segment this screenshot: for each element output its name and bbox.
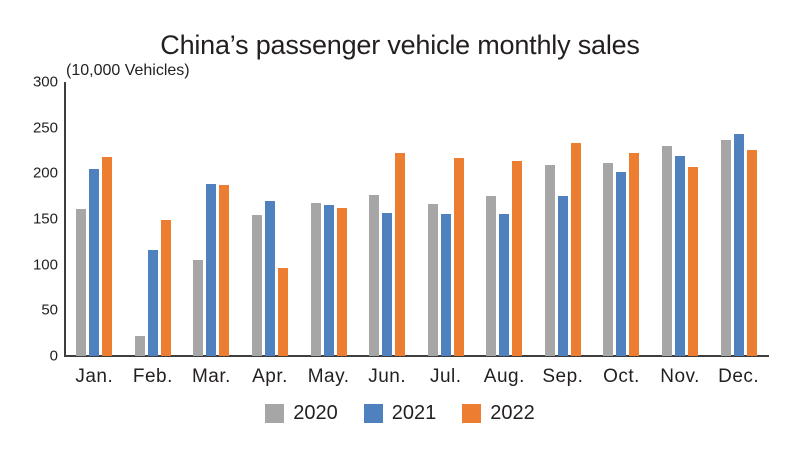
bar-2021-sep bbox=[557, 196, 568, 356]
bar-group-mar bbox=[182, 82, 241, 356]
bar-2022-jun bbox=[395, 153, 406, 356]
legend-swatch-2021 bbox=[363, 404, 383, 423]
y-tick-150: 150 bbox=[32, 210, 58, 228]
bar-2022-jan bbox=[102, 156, 113, 356]
x-label-jun: Jun. bbox=[368, 366, 407, 387]
bar-2022-aug bbox=[512, 161, 523, 356]
bar-group-jan bbox=[65, 82, 124, 356]
bar-2020-sep bbox=[544, 165, 555, 356]
bar-group-apr bbox=[241, 82, 300, 356]
y-tick-100: 100 bbox=[32, 256, 58, 274]
plot-area bbox=[65, 82, 768, 356]
x-label-oct: Oct. bbox=[603, 366, 640, 387]
legend-item-2021: 2021 bbox=[363, 402, 437, 425]
legend-label-2020: 2020 bbox=[293, 402, 338, 424]
legend-item-2022: 2022 bbox=[462, 402, 535, 425]
bar-group-sep bbox=[534, 82, 593, 356]
bar-2022-feb bbox=[160, 219, 171, 356]
x-label-nov: Nov. bbox=[660, 366, 700, 387]
x-label-aug: Aug. bbox=[483, 366, 525, 387]
chart-title: China’s passenger vehicle monthly sales bbox=[160, 30, 640, 60]
bar-2020-apr bbox=[252, 215, 263, 356]
bar-2021-jul bbox=[440, 214, 451, 356]
legend-swatch-2020 bbox=[265, 404, 285, 423]
bar-group-nov bbox=[651, 82, 710, 356]
bar-2020-oct bbox=[603, 163, 614, 356]
bar-2020-nov bbox=[662, 145, 673, 356]
bar-2021-mar bbox=[206, 184, 217, 356]
x-axis-labels: Jan. Feb. Mar. Apr. May. Jun. Jul. Aug. Sep. Oct.… bbox=[65, 366, 768, 388]
y-tick-0: 0 bbox=[49, 347, 58, 365]
bar-2022-sep bbox=[570, 143, 581, 356]
bar-2020-jul bbox=[427, 204, 438, 356]
x-label-dec: Dec. bbox=[718, 366, 760, 387]
bar-2021-oct bbox=[616, 172, 627, 356]
y-axis-unit-label: (10,000 Vehicles) bbox=[66, 62, 190, 79]
y-axis-line bbox=[64, 82, 66, 357]
legend-label-2021: 2021 bbox=[391, 402, 437, 424]
bar-2022-may bbox=[336, 208, 347, 356]
bar-2021-jan bbox=[89, 168, 100, 356]
bar-2020-aug bbox=[486, 196, 497, 356]
bar-2022-jul bbox=[453, 157, 464, 356]
bar-2022-mar bbox=[219, 185, 230, 356]
bar-2020-may bbox=[310, 203, 321, 356]
bar-2021-aug bbox=[499, 214, 510, 356]
x-label-jan: Jan. bbox=[75, 366, 114, 387]
x-axis-line bbox=[64, 355, 769, 357]
x-label-apr: Apr. bbox=[252, 366, 288, 387]
bar-group-may bbox=[299, 82, 358, 356]
bar-group-oct bbox=[592, 82, 651, 356]
bar-2022-apr bbox=[278, 268, 289, 356]
bar-2022-nov bbox=[688, 166, 699, 356]
y-tick-300: 300 bbox=[32, 73, 58, 91]
bar-2022-oct bbox=[629, 153, 640, 356]
bar-2021-jun bbox=[382, 212, 393, 356]
bar-2021-dec bbox=[733, 134, 744, 356]
bar-2020-jun bbox=[369, 195, 380, 356]
bar-group-jun bbox=[358, 82, 417, 356]
x-label-sep: Sep. bbox=[542, 366, 584, 387]
legend-label-2022: 2022 bbox=[490, 402, 535, 424]
legend: 2020 2021 2022 bbox=[0, 402, 800, 425]
x-label-mar: Mar. bbox=[191, 366, 231, 387]
legend-item-2020: 2020 bbox=[265, 402, 338, 425]
bar-2022-dec bbox=[746, 149, 757, 356]
bar-2021-nov bbox=[675, 155, 686, 356]
bar-2020-feb bbox=[134, 335, 145, 356]
bar-2020-mar bbox=[193, 260, 204, 356]
y-tick-200: 200 bbox=[32, 164, 58, 182]
bar-group-aug bbox=[475, 82, 534, 356]
y-tick-250: 250 bbox=[32, 119, 58, 137]
x-label-may: May. bbox=[307, 366, 350, 387]
y-tick-50: 50 bbox=[41, 301, 58, 319]
bar-group-feb bbox=[124, 82, 183, 356]
x-label-jul: Jul. bbox=[429, 366, 462, 387]
bar-2021-feb bbox=[147, 250, 158, 356]
legend-swatch-2022 bbox=[462, 404, 482, 423]
bar-group-dec bbox=[709, 82, 768, 356]
bar-2021-apr bbox=[265, 200, 276, 356]
bar-2021-may bbox=[323, 205, 334, 356]
y-axis-tick-labels: 0 50 100 150 200 250 300 bbox=[0, 74, 58, 365]
x-label-feb: Feb. bbox=[132, 366, 173, 387]
bar-2020-dec bbox=[720, 139, 731, 356]
bar-group-jul bbox=[416, 82, 475, 356]
bar-2020-jan bbox=[76, 208, 87, 356]
